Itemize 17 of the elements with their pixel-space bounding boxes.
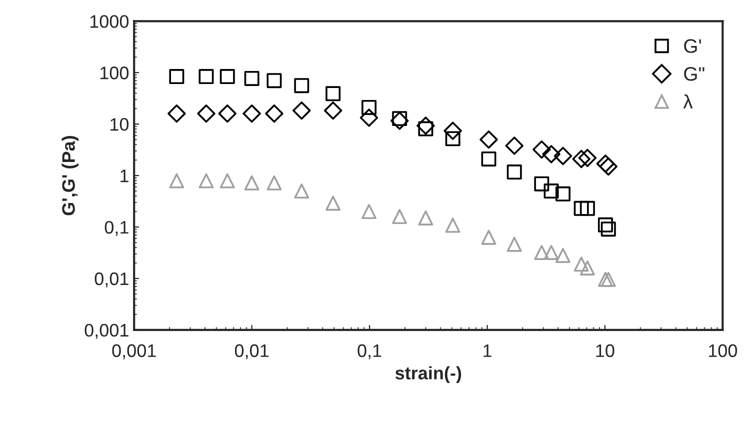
y-tick-label: 100: [100, 66, 129, 80]
x-tick-label: 0,01: [234, 344, 268, 360]
y-tick-label: 1: [120, 170, 128, 182]
x-tick-label: 10: [596, 344, 614, 358]
x-tick-label: 0,1: [358, 344, 382, 360]
x-tick-label: 100: [708, 344, 738, 358]
legend-label: G': [684, 39, 701, 53]
y-tick-label: 0,01: [94, 272, 128, 288]
legend-label: G": [684, 67, 704, 81]
x-axis-title: strain(-): [395, 366, 462, 384]
x-tick-label: 1: [484, 344, 492, 357]
y-tick-label: 1000: [90, 15, 129, 28]
y-tick-label: 10: [110, 118, 129, 131]
y-axis-title: G',G' (Pa): [62, 136, 79, 216]
y-tick-label: 0,001: [84, 324, 128, 339]
legend-label: λ: [683, 94, 693, 108]
y-tick-label: 0,1: [104, 220, 128, 236]
